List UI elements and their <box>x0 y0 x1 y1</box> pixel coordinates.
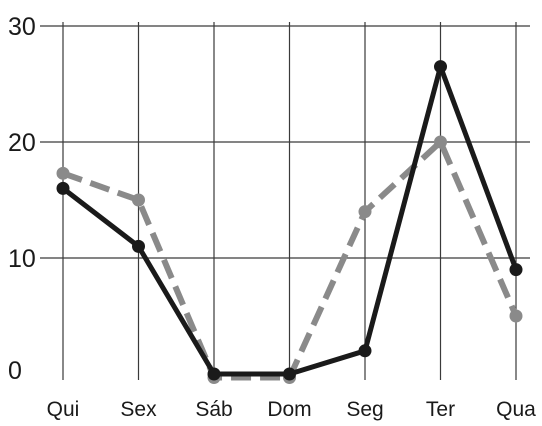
data-point <box>56 181 70 195</box>
data-point <box>132 193 145 207</box>
x-tick-label: Qui <box>47 398 80 421</box>
data-point <box>132 239 145 253</box>
grid <box>40 22 530 380</box>
data-point <box>56 166 70 180</box>
series-solid <box>56 60 523 381</box>
x-tick-label: Qua <box>496 398 536 421</box>
x-tick-label: Dom <box>267 398 311 421</box>
data-point <box>358 205 372 219</box>
x-tick-label: Seg <box>346 398 383 421</box>
y-tick-label: 10 <box>8 245 36 273</box>
data-point <box>358 344 372 358</box>
series-group <box>56 60 523 384</box>
data-point <box>509 263 523 277</box>
data-point <box>283 367 296 381</box>
y-tick-label: 0 <box>8 357 22 385</box>
data-point <box>509 309 523 323</box>
data-point <box>434 135 447 149</box>
data-point <box>207 367 221 381</box>
x-tick-label: Sex <box>120 398 157 421</box>
x-tick-label: Ter <box>426 398 455 421</box>
y-tick-label: 20 <box>8 129 36 157</box>
data-point <box>434 60 447 74</box>
y-tick-label: 30 <box>8 13 36 41</box>
x-tick-label: Sáb <box>195 398 232 421</box>
axis-labels: 0 10 20 30 Qui Sex Sáb Dom Seg Ter Qua <box>8 13 536 421</box>
